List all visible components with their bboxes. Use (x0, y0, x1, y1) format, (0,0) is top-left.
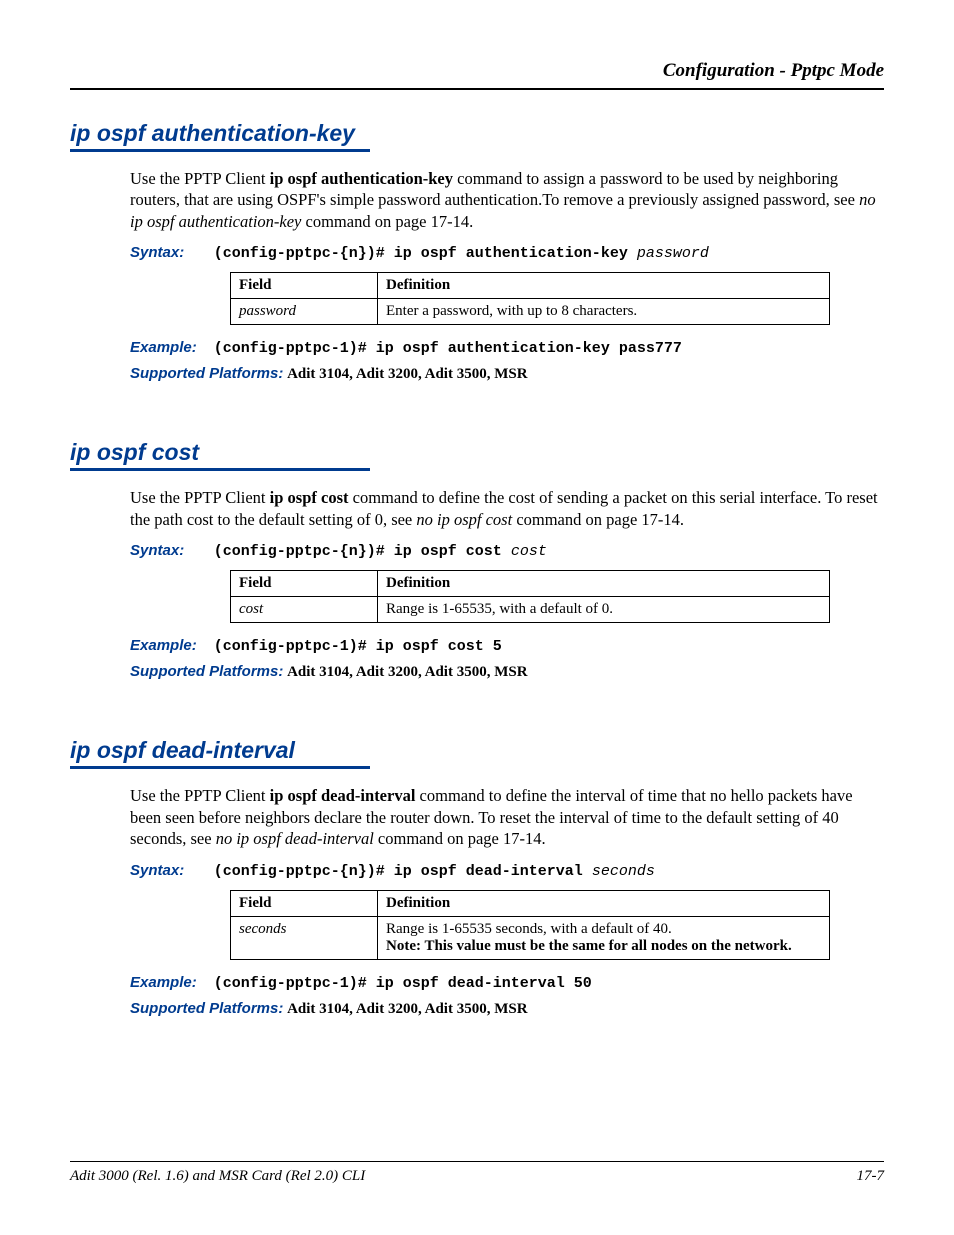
section-paragraph: Use the PPTP Client ip ospf authenticati… (130, 168, 884, 232)
table-cell-field: seconds (231, 916, 378, 959)
platforms-label: Supported Platforms: (130, 1000, 283, 1017)
platforms-label: Supported Platforms: (130, 663, 283, 680)
section-title: ip ospf authentication-key (70, 120, 884, 147)
example-row: Example: (config-pptpc-1)# ip ospf cost … (130, 637, 884, 655)
syntax-param: seconds (592, 863, 655, 880)
table-header-definition: Definition (378, 890, 830, 916)
example-code: (config-pptpc-1)# ip ospf dead-interval … (214, 975, 592, 992)
example-label: Example: (130, 637, 210, 654)
syntax-label: Syntax: (130, 244, 210, 261)
example-row: Example: (config-pptpc-1)# ip ospf authe… (130, 339, 884, 357)
syntax-code: (config-pptpc-{n})# ip ospf authenticati… (214, 245, 637, 262)
table-header-row: Field Definition (231, 273, 830, 299)
syntax-row: Syntax: (config-pptpc-{n})# ip ospf cost… (130, 542, 884, 560)
definition-table: Field Definition password Enter a passwo… (230, 272, 830, 325)
table-header-field: Field (231, 273, 378, 299)
footer-right: 17-7 (857, 1168, 885, 1185)
section-dead-interval: ip ospf dead-interval Use the PPTP Clien… (70, 737, 884, 1017)
table-header-row: Field Definition (231, 571, 830, 597)
section-title: ip ospf cost (70, 439, 884, 466)
page: Configuration - Pptpc Mode ip ospf authe… (0, 0, 954, 1235)
header-rule (70, 88, 884, 90)
example-row: Example: (config-pptpc-1)# ip ospf dead-… (130, 974, 884, 992)
table-header-definition: Definition (378, 571, 830, 597)
platforms-row: Supported Platforms: Adit 3104, Adit 320… (130, 663, 884, 681)
section-content: Use the PPTP Client ip ospf authenticati… (130, 168, 884, 383)
page-header-title: Configuration - Pptpc Mode (70, 60, 884, 82)
page-footer: Adit 3000 (Rel. 1.6) and MSR Card (Rel 2… (70, 1161, 884, 1185)
example-label: Example: (130, 339, 210, 356)
section-content: Use the PPTP Client ip ospf dead-interva… (130, 785, 884, 1017)
platforms-value: Adit 3104, Adit 3200, Adit 3500, MSR (287, 366, 527, 382)
syntax-row: Syntax: (config-pptpc-{n})# ip ospf auth… (130, 244, 884, 262)
section-title: ip ospf dead-interval (70, 737, 884, 764)
platforms-row: Supported Platforms: Adit 3104, Adit 320… (130, 365, 884, 383)
syntax-code: (config-pptpc-{n})# ip ospf dead-interva… (214, 863, 592, 880)
section-underline (70, 766, 370, 769)
table-cell-field: cost (231, 597, 378, 623)
syntax-label: Syntax: (130, 862, 210, 879)
section-paragraph: Use the PPTP Client ip ospf dead-interva… (130, 785, 884, 849)
table-cell-definition: Enter a password, with up to 8 character… (378, 299, 830, 325)
section-paragraph: Use the PPTP Client ip ospf cost command… (130, 487, 884, 530)
section-underline (70, 149, 370, 152)
table-row: cost Range is 1-65535, with a default of… (231, 597, 830, 623)
table-cell-definition: Range is 1-65535 seconds, with a default… (378, 916, 830, 959)
syntax-param: cost (511, 543, 547, 560)
table-row: password Enter a password, with up to 8 … (231, 299, 830, 325)
example-code: (config-pptpc-1)# ip ospf cost 5 (214, 638, 502, 655)
section-auth-key: ip ospf authentication-key Use the PPTP … (70, 120, 884, 383)
platforms-label: Supported Platforms: (130, 365, 283, 382)
table-row: seconds Range is 1-65535 seconds, with a… (231, 916, 830, 959)
table-header-field: Field (231, 890, 378, 916)
platforms-row: Supported Platforms: Adit 3104, Adit 320… (130, 1000, 884, 1018)
syntax-code: (config-pptpc-{n})# ip ospf cost (214, 543, 511, 560)
syntax-label: Syntax: (130, 542, 210, 559)
definition-table: Field Definition cost Range is 1-65535, … (230, 570, 830, 623)
definition-table: Field Definition seconds Range is 1-6553… (230, 890, 830, 960)
section-underline (70, 468, 370, 471)
table-header-field: Field (231, 571, 378, 597)
syntax-param: password (637, 245, 709, 262)
platforms-value: Adit 3104, Adit 3200, Adit 3500, MSR (287, 1001, 527, 1017)
example-code: (config-pptpc-1)# ip ospf authentication… (214, 340, 682, 357)
table-header-row: Field Definition (231, 890, 830, 916)
section-cost: ip ospf cost Use the PPTP Client ip ospf… (70, 439, 884, 681)
footer-left: Adit 3000 (Rel. 1.6) and MSR Card (Rel 2… (70, 1168, 365, 1185)
platforms-value: Adit 3104, Adit 3200, Adit 3500, MSR (287, 664, 527, 680)
table-cell-field: password (231, 299, 378, 325)
syntax-row: Syntax: (config-pptpc-{n})# ip ospf dead… (130, 862, 884, 880)
example-label: Example: (130, 974, 210, 991)
table-cell-definition: Range is 1-65535, with a default of 0. (378, 597, 830, 623)
section-content: Use the PPTP Client ip ospf cost command… (130, 487, 884, 681)
table-header-definition: Definition (378, 273, 830, 299)
